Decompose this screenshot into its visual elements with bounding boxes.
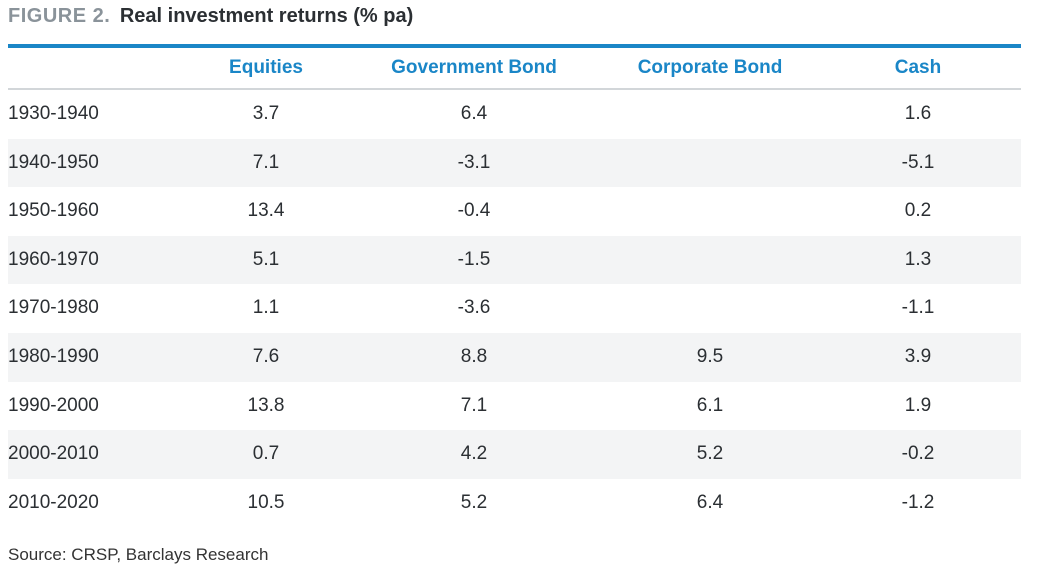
table-row: 1960-1970 5.1 -1.5 1.3 xyxy=(8,235,1021,285)
table-row: 2010-2020 10.5 5.2 6.4 -1.2 xyxy=(8,479,1021,528)
equities-cell: 10.5 xyxy=(247,491,285,513)
period-cell: 1950-1960 xyxy=(8,200,99,222)
government-bond-cell: -0.4 xyxy=(457,200,491,222)
equities-cell: 7.1 xyxy=(252,151,280,173)
corporate-bond-cell xyxy=(610,187,810,236)
cash-cell: 1.9 xyxy=(904,394,932,416)
corporate-bond-cell: 9.5 xyxy=(696,345,724,367)
cash-cell: -5.1 xyxy=(901,151,935,173)
corporate-bond-cell: 6.1 xyxy=(696,394,724,416)
figure-label: FIGURE 2. xyxy=(8,5,111,27)
table-row: 2000-2010 0.7 4.2 5.2 -0.2 xyxy=(8,430,1021,479)
equities-cell: 13.8 xyxy=(247,394,285,416)
period-cell: 1980-1990 xyxy=(8,345,99,367)
period-cell: 2000-2010 xyxy=(8,443,99,465)
corporate-bond-cell: 5.2 xyxy=(696,443,724,465)
cash-cell: 1.3 xyxy=(904,248,932,270)
government-bond-cell: 6.4 xyxy=(460,103,488,124)
equities-cell: 3.7 xyxy=(252,103,280,124)
table-row: 1970-1980 1.1 -3.6 -1.1 xyxy=(8,284,1021,333)
corporate-bond-cell: 6.4 xyxy=(696,491,724,513)
returns-table: Equities Government Bond Corporate Bond … xyxy=(8,44,1021,527)
cash-cell: -1.1 xyxy=(901,297,935,319)
cash-cell: 3.9 xyxy=(904,345,932,367)
table-row: 1950-1960 13.4 -0.4 0.2 xyxy=(8,187,1021,236)
table-row: 1990-2000 13.8 7.1 6.1 1.9 xyxy=(8,382,1021,431)
cash-cell: 1.6 xyxy=(904,103,932,124)
table-row: 1980-1990 7.6 8.8 9.5 3.9 xyxy=(8,332,1021,382)
equities-cell: 5.1 xyxy=(252,248,280,270)
period-cell: 2010-2020 xyxy=(8,491,99,513)
figure-name: Real investment returns (% pa) xyxy=(119,5,414,27)
column-header-equities: Equities xyxy=(229,57,303,78)
government-bond-cell: 7.1 xyxy=(460,394,488,416)
column-header-government-bond: Government Bond xyxy=(391,57,557,78)
source-note: Source: CRSP, Barclays Research xyxy=(8,545,269,564)
corporate-bond-cell xyxy=(610,90,810,139)
equities-cell: 1.1 xyxy=(252,297,280,319)
government-bond-cell: -3.1 xyxy=(457,151,491,173)
cash-cell: -1.2 xyxy=(901,491,935,513)
period-cell: 1940-1950 xyxy=(8,151,99,173)
corporate-bond-cell xyxy=(610,139,810,188)
government-bond-cell: -3.6 xyxy=(457,297,491,319)
column-header-cash: Cash xyxy=(894,57,942,78)
equities-cell: 13.4 xyxy=(247,200,285,222)
cash-cell: -0.2 xyxy=(901,443,935,465)
cash-cell: 0.2 xyxy=(904,200,932,222)
government-bond-cell: 5.2 xyxy=(460,491,488,513)
government-bond-cell: 4.2 xyxy=(460,443,488,465)
table-row: 1930-1940 3.7 6.4 1.6 xyxy=(8,90,1021,139)
government-bond-cell: -1.5 xyxy=(457,248,491,270)
period-cell: 1970-1980 xyxy=(8,297,99,319)
corporate-bond-cell xyxy=(610,284,810,333)
period-cell: 1930-1940 xyxy=(8,103,99,124)
government-bond-cell: 8.8 xyxy=(460,345,488,367)
equities-cell: 7.6 xyxy=(252,345,280,367)
corporate-bond-cell xyxy=(610,236,810,285)
period-cell: 1990-2000 xyxy=(8,394,99,416)
figure-title: FIGURE 2. Real investment returns (% pa) xyxy=(8,4,413,28)
table-header-row: Equities Government Bond Corporate Bond … xyxy=(8,48,1021,90)
period-cell: 1960-1970 xyxy=(8,248,99,270)
equities-cell: 0.7 xyxy=(252,443,280,465)
table-row: 1940-1950 7.1 -3.1 -5.1 xyxy=(8,138,1021,188)
column-header-corporate-bond: Corporate Bond xyxy=(637,57,783,78)
